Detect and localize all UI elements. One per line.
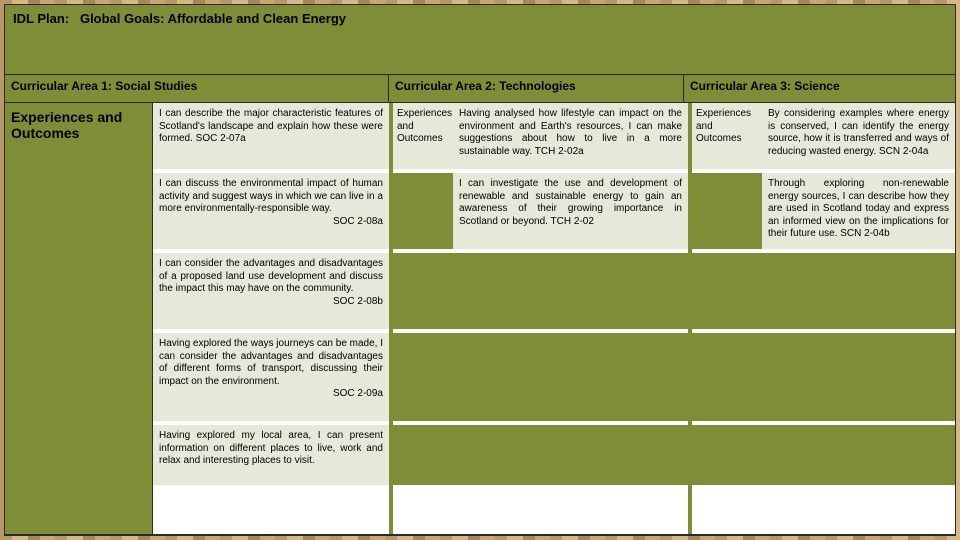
area-1-header: Curricular Area 1: Social Studies xyxy=(5,75,389,102)
area-2-header: Curricular Area 2: Technologies xyxy=(389,75,684,102)
science-label-column: Experiences and Outcomes xyxy=(692,103,762,534)
tech-label-column: Experiences and Outcomes xyxy=(393,103,453,534)
idl-plan-table: IDL Plan: Global Goals: Affordable and C… xyxy=(4,4,956,536)
area-3-header: Curricular Area 3: Science xyxy=(684,75,955,102)
cell-code: SOC 2-09a xyxy=(159,388,383,401)
header-row: IDL Plan: Global Goals: Affordable and C… xyxy=(5,5,955,75)
empty-cell xyxy=(393,173,453,249)
cell-text: I can discuss the environmental impact o… xyxy=(159,178,383,214)
table-cell: I can describe the major characteristic … xyxy=(153,103,389,169)
plan-title: Global Goals: Affordable and Clean Energ… xyxy=(80,11,346,26)
empty-cell xyxy=(393,253,453,329)
curricular-areas-row: Curricular Area 1: Social Studies Curric… xyxy=(5,75,955,103)
row-label: Experiences and Outcomes xyxy=(5,103,153,534)
social-studies-column: I can describe the major characteristic … xyxy=(153,103,389,534)
table-cell: Having explored the ways journeys can be… xyxy=(153,333,389,421)
empty-cell xyxy=(393,333,453,421)
empty-cell xyxy=(762,333,955,421)
empty-cell xyxy=(692,425,762,485)
table-cell: I can discuss the environmental impact o… xyxy=(153,173,389,249)
empty-cell xyxy=(692,253,762,329)
plan-label: IDL Plan: xyxy=(13,11,69,26)
col-label: Experiences and Outcomes xyxy=(393,103,453,169)
cell-text: Having explored the ways journeys can be… xyxy=(159,338,383,387)
col-label: Experiences and Outcomes xyxy=(692,103,762,169)
technologies-column: Having analysed how lifestyle can impact… xyxy=(453,103,688,534)
table-cell: Through exploring non-renewable energy s… xyxy=(762,173,955,249)
empty-cell xyxy=(453,253,688,329)
empty-cell xyxy=(393,425,453,485)
table-cell: Having explored my local area, I can pre… xyxy=(153,425,389,485)
cell-code: SOC 2-08b xyxy=(159,296,383,309)
empty-cell xyxy=(453,333,688,421)
science-column: By considering examples where energy is … xyxy=(762,103,955,534)
plan-title-cell: IDL Plan: Global Goals: Affordable and C… xyxy=(5,5,955,74)
table-cell: Having analysed how lifestyle can impact… xyxy=(453,103,688,169)
table-cell: I can investigate the use and developmen… xyxy=(453,173,688,249)
table-cell: By considering examples where energy is … xyxy=(762,103,955,169)
empty-cell xyxy=(692,333,762,421)
table-cell: I can consider the advantages and disadv… xyxy=(153,253,389,329)
empty-cell xyxy=(762,253,955,329)
empty-cell xyxy=(762,425,955,485)
empty-cell xyxy=(692,173,762,249)
cell-code: SOC 2-08a xyxy=(159,216,383,229)
empty-cell xyxy=(453,425,688,485)
cell-text: I can consider the advantages and disadv… xyxy=(159,258,383,294)
outcomes-row: Experiences and Outcomes I can describe … xyxy=(5,103,955,535)
